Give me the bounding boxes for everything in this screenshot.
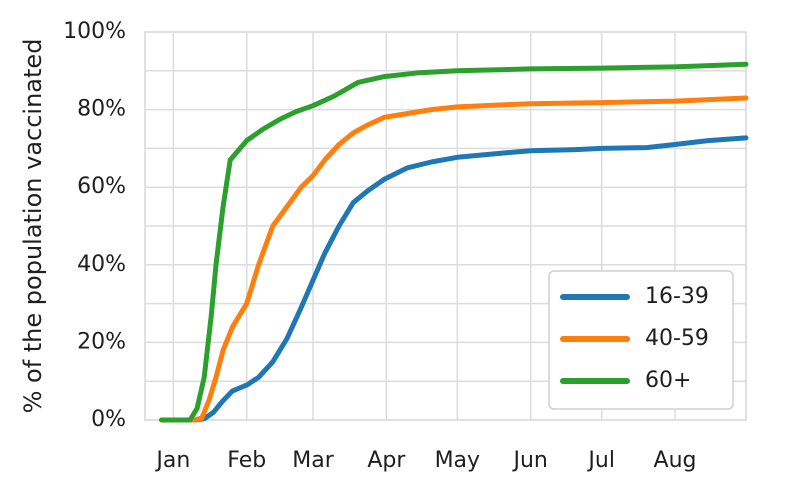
x-tick-label: Feb <box>227 448 266 473</box>
y-tick-label: 20% <box>77 329 126 354</box>
x-tick-label: Jan <box>154 448 190 473</box>
x-tick-label: Jun <box>511 448 547 473</box>
y-tick-labels: 0% 20% 40% 60% 80% 100% <box>63 19 126 432</box>
y-tick-label: 100% <box>63 19 126 44</box>
series-line-60+ <box>159 61 749 423</box>
y-tick-label: 60% <box>77 174 126 199</box>
legend-items: 16-39 40-59 60+ <box>560 284 709 393</box>
legend-label: 60+ <box>645 368 691 393</box>
y-axis-title: % of the population vaccinated <box>19 39 47 414</box>
legend: 16-39 40-59 60+ <box>548 270 734 410</box>
y-tick-label: 80% <box>77 97 126 122</box>
series-line-40-59 <box>159 95 749 423</box>
x-tick-label: Jul <box>586 448 615 473</box>
series-layer <box>159 61 749 423</box>
x-tick-label: May <box>435 448 480 473</box>
y-tick-label: 40% <box>77 252 126 277</box>
series-line-16-39 <box>159 135 749 423</box>
x-tick-label: Apr <box>367 448 406 473</box>
x-tick-label: Aug <box>654 448 697 473</box>
x-tick-labels: Jan Feb Mar Apr May Jun Jul Aug <box>154 448 696 473</box>
legend-label: 40-59 <box>645 326 709 351</box>
legend-box <box>548 270 734 410</box>
x-tick-label: Mar <box>292 448 334 473</box>
y-tick-label: 0% <box>91 407 126 432</box>
legend-label: 16-39 <box>645 284 709 309</box>
